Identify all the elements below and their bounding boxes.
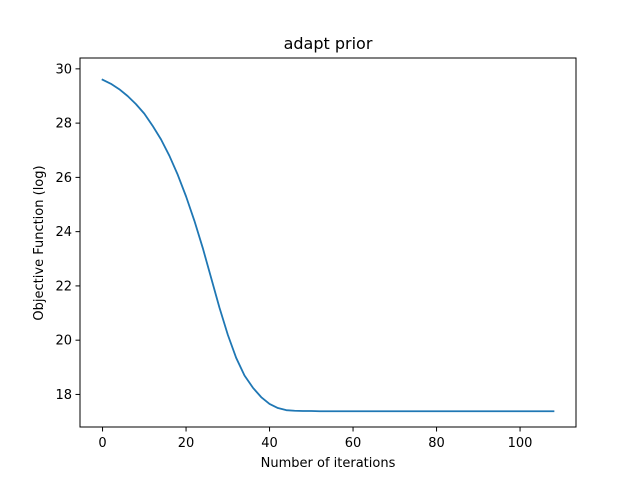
- chart-title: adapt prior: [284, 34, 373, 53]
- plot-layer: [101, 78, 555, 413]
- y-tick-label: 30: [55, 62, 72, 77]
- x-tick-label: 100: [508, 436, 533, 451]
- x-tick-label: 40: [261, 436, 278, 451]
- y-tick-label: 22: [55, 279, 72, 294]
- y-tick-label: 24: [55, 225, 72, 240]
- y-tick-label: 28: [55, 117, 72, 132]
- y-tick-label: 20: [55, 334, 72, 349]
- series-line-0: [101, 78, 555, 413]
- y-tick-label: 26: [55, 171, 72, 186]
- x-tick-label: 0: [98, 436, 106, 451]
- x-tick-label: 20: [178, 436, 195, 451]
- axes-layer: 0 20 40 60 80 100 18 20 22 24 26 28 30: [55, 57, 577, 451]
- y-tick-label: 18: [55, 388, 72, 403]
- x-tick-label: 80: [428, 436, 445, 451]
- x-axis-label: Number of iterations: [261, 456, 396, 471]
- y-axis-label: Objective Function (log): [32, 165, 47, 320]
- x-tick-label: 60: [345, 436, 362, 451]
- plot-frame: [79, 57, 577, 428]
